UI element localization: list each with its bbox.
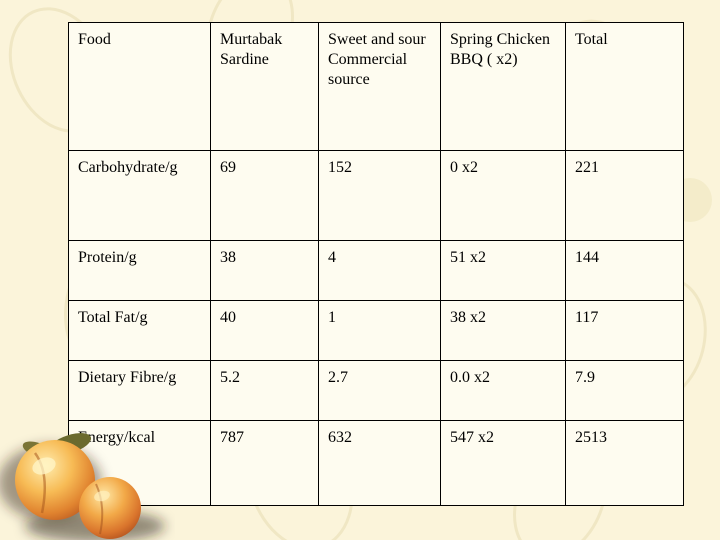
table-cell: 2.7 [318, 360, 441, 421]
table-header-cell-murtabak: Murtabak Sardine [210, 22, 319, 151]
table-header-cell-sweet-sour: Sweet and sour Commercial source [318, 22, 441, 151]
row-label-cell: Dietary Fibre/g [68, 360, 211, 421]
row-label-cell: Total Fat/g [68, 300, 211, 361]
table-cell: 117 [565, 300, 684, 361]
table-header-cell-food: Food [68, 22, 211, 151]
table-cell: 7.9 [565, 360, 684, 421]
table-cell: 787 [210, 420, 319, 506]
table-cell: 38 [210, 240, 319, 301]
table-row-dietary-fibre: Dietary Fibre/g 5.2 2.7 0.0 x2 7.9 [68, 360, 684, 421]
table-cell: 4 [318, 240, 441, 301]
nutrition-table: Food Murtabak Sardine Sweet and sour Com… [68, 22, 684, 506]
table-cell: 0.0 x2 [440, 360, 566, 421]
table-cell: 547 x2 [440, 420, 566, 506]
table-row-carbohydrate: Carbohydrate/g 69 152 0 x2 221 [68, 150, 684, 241]
row-label-cell: Carbohydrate/g [68, 150, 211, 241]
table-cell: 221 [565, 150, 684, 241]
table-cell: 40 [210, 300, 319, 361]
table-cell: 51 x2 [440, 240, 566, 301]
table-header-cell-total: Total [565, 22, 684, 151]
table-cell: 632 [318, 420, 441, 506]
table-cell: 2513 [565, 420, 684, 506]
row-label-cell: Protein/g [68, 240, 211, 301]
table-cell: 152 [318, 150, 441, 241]
row-label-cell: Energy/kcal [68, 420, 211, 506]
table-row-energy: Energy/kcal 787 632 547 x2 2513 [68, 420, 684, 506]
table-cell: 69 [210, 150, 319, 241]
table-cell: 144 [565, 240, 684, 301]
table-cell: 5.2 [210, 360, 319, 421]
table-cell: 0 x2 [440, 150, 566, 241]
table-row-protein: Protein/g 38 4 51 x2 144 [68, 240, 684, 301]
table-header-row: Food Murtabak Sardine Sweet and sour Com… [68, 22, 684, 151]
table-cell: 38 x2 [440, 300, 566, 361]
table-row-total-fat: Total Fat/g 40 1 38 x2 117 [68, 300, 684, 361]
table-header-cell-spring-chicken: Spring Chicken BBQ ( x2) [440, 22, 566, 151]
table-cell: 1 [318, 300, 441, 361]
